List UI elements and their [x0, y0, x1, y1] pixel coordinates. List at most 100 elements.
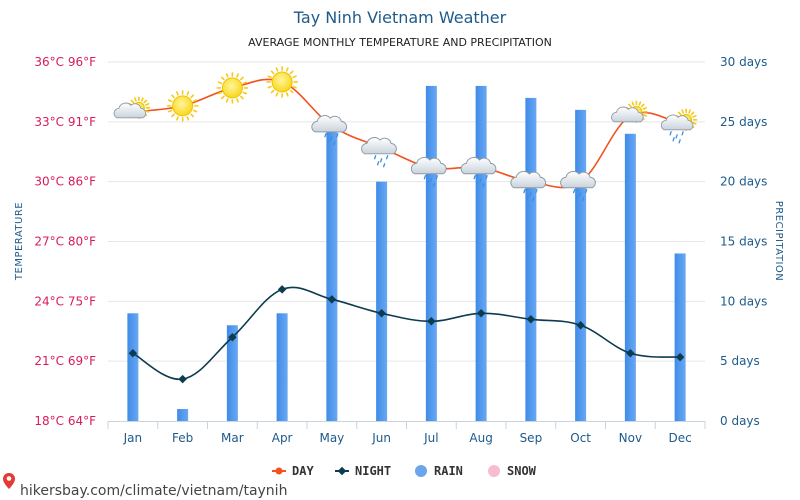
right-tick-label: 25 days	[720, 115, 767, 129]
right-tick-label: 5 days	[720, 354, 760, 368]
right-tick-label: 30 days	[720, 55, 767, 69]
rain-bar	[624, 133, 636, 422]
cloud-icon	[410, 156, 447, 175]
rain-bar	[276, 313, 288, 421]
night-point	[377, 309, 386, 318]
x-tick-label: Aug	[469, 431, 492, 445]
rain-bar	[226, 325, 238, 421]
x-tick-label: May	[319, 431, 344, 445]
sun-icon	[266, 66, 298, 98]
weather-icon-sun-cloud	[611, 100, 648, 124]
left-tick-label: 24°C 75°F	[34, 294, 96, 308]
chart-subtitle: AVERAGE MONTHLY TEMPERATURE AND PRECIPIT…	[248, 36, 552, 49]
left-axis-ticks: 18°C 64°F 21°C 69°F 24°C 75°F 27°C 80°F 30°C…	[34, 55, 96, 428]
x-axis: Jan Feb Mar Apr May Jun Jul Aug Sep Oct Nov Dec	[107, 421, 706, 445]
rain-bar	[425, 85, 437, 421]
weather-icon-rain-cloud	[311, 115, 348, 146]
night-point	[327, 295, 337, 304]
x-tick-label: Feb	[172, 431, 193, 445]
legend-label: RAIN	[434, 464, 463, 478]
footer: hikersbay.com/climate/vietnam/taynih	[3, 473, 287, 499]
weather-icons	[113, 66, 698, 202]
cloud-icon	[361, 137, 397, 155]
legend-marker	[337, 466, 347, 476]
rain-drops-icon	[669, 131, 684, 144]
rain-bar	[475, 85, 487, 421]
night-point	[128, 348, 138, 358]
right-tick-label: 10 days	[720, 294, 767, 308]
right-tick-label: 20 days	[720, 175, 767, 189]
chart-title: Tay Ninh Vietnam Weather	[293, 8, 507, 27]
x-tick-label: Dec	[669, 431, 692, 445]
night-point	[526, 315, 536, 324]
x-tick-label: Jul	[423, 431, 438, 445]
left-tick-label: 30°C 86°F	[34, 175, 96, 189]
weather-icon-sun-rain-cloud	[660, 108, 698, 144]
weather-icon-rain-cloud	[560, 170, 596, 202]
x-tick-label: Jun	[371, 431, 391, 445]
right-tick-label: 0 days	[720, 414, 760, 428]
rain-bar	[177, 409, 189, 421]
cloud-icon	[611, 106, 644, 123]
night-point	[576, 321, 585, 330]
night-point	[228, 332, 237, 342]
rain-bar	[376, 181, 388, 421]
right-axis-ticks: 0 days 5 days 10 days 15 days 20 days 25 days…	[720, 55, 767, 428]
left-tick-label: 21°C 69°F	[34, 354, 96, 368]
night-point	[427, 317, 436, 326]
cloud-icon	[560, 170, 596, 189]
weather-icon-rain-cloud	[460, 156, 497, 188]
legend-marker	[488, 465, 500, 477]
cloud-icon	[113, 102, 147, 119]
rain-bar	[127, 313, 139, 421]
sun-icon	[216, 72, 249, 104]
night-point	[675, 352, 685, 362]
legend-marker	[415, 465, 427, 477]
night-series	[128, 285, 685, 384]
legend-item-day[interactable]: DAY	[272, 464, 314, 478]
rain-drops-icon	[423, 175, 439, 188]
night-point	[626, 348, 635, 358]
left-tick-label: 27°C 80°F	[34, 235, 96, 249]
legend-label: DAY	[292, 464, 314, 478]
rain-bars	[127, 85, 686, 422]
cloud-icon	[660, 114, 694, 131]
right-tick-label: 15 days	[720, 235, 767, 249]
weather-icon-sun	[166, 90, 199, 122]
rain-bar	[326, 121, 338, 421]
x-tick-label: Apr	[272, 431, 293, 445]
legend-item-snow[interactable]: SNOW	[488, 464, 537, 478]
sun-icon	[166, 90, 199, 122]
x-tick-label: Jan	[123, 431, 143, 445]
rain-drops-icon	[523, 189, 538, 202]
cloud-icon	[460, 156, 497, 175]
weather-icon-rain-cloud	[410, 156, 447, 188]
rain-drops-icon	[473, 175, 488, 188]
x-tick-label: Mar	[221, 431, 244, 445]
rain-drops-icon	[324, 133, 339, 146]
footer-url[interactable]: hikersbay.com/climate/vietnam/taynih	[20, 483, 287, 499]
legend: DAY NIGHT RAIN SNOW	[272, 464, 537, 478]
cloud-icon	[311, 115, 348, 133]
gridlines	[108, 61, 705, 422]
legend-item-rain[interactable]: RAIN	[415, 464, 463, 478]
weather-icon-rain-cloud	[361, 137, 397, 168]
day-series	[129, 78, 684, 189]
weather-icon-sun	[216, 72, 249, 104]
weather-icon-sun-cloud	[113, 96, 151, 120]
cloud-icon	[510, 170, 547, 189]
x-tick-label: Oct	[570, 431, 591, 445]
legend-label: NIGHT	[355, 464, 391, 478]
day-line	[132, 78, 681, 189]
location-pin-icon	[3, 473, 15, 489]
rain-bar	[575, 109, 587, 421]
weather-icon-sun	[266, 66, 298, 98]
right-axis-label: PRECIPITATION	[773, 201, 784, 282]
rain-drops-icon	[572, 189, 588, 202]
legend-item-night[interactable]: NIGHT	[335, 464, 391, 478]
weather-icon-rain-cloud	[510, 170, 547, 202]
legend-marker	[275, 467, 283, 475]
rain-drops-icon	[373, 155, 389, 168]
left-tick-label: 36°C 96°F	[34, 55, 96, 69]
